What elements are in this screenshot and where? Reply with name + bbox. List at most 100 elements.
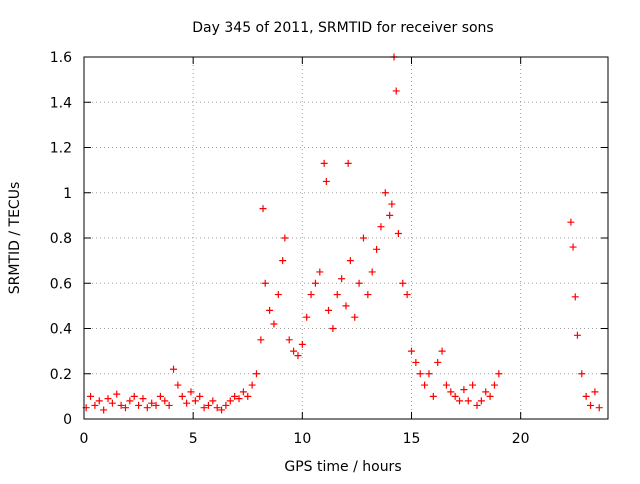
- data-point: [165, 401, 173, 409]
- data-point: [187, 388, 195, 396]
- data-point: [259, 205, 267, 213]
- data-point: [582, 392, 590, 400]
- data-point: [87, 392, 95, 400]
- data-point: [178, 392, 186, 400]
- data-point: [218, 406, 226, 414]
- data-point: [351, 313, 359, 321]
- data-point: [364, 291, 372, 299]
- data-point: [121, 404, 129, 412]
- data-point: [191, 397, 199, 405]
- data-point: [587, 401, 595, 409]
- data-point: [204, 401, 212, 409]
- data-point: [325, 306, 333, 314]
- y-axis-label: SRMTID / TECUs: [7, 182, 23, 295]
- data-point: [135, 401, 143, 409]
- data-point: [196, 392, 204, 400]
- y-tick-label: 1.6: [50, 50, 72, 66]
- data-point: [490, 381, 498, 389]
- data-point: [290, 347, 298, 355]
- data-point: [320, 159, 328, 167]
- data-point: [252, 370, 260, 378]
- grid-layer: [84, 57, 608, 419]
- data-point: [486, 392, 494, 400]
- y-tick-label: 0.4: [50, 322, 72, 338]
- x-tick-label: 10: [293, 431, 311, 447]
- data-point: [412, 358, 420, 366]
- data-point: [248, 381, 256, 389]
- data-point: [222, 401, 230, 409]
- chart-title: Day 345 of 2011, SRMTID for receiver son…: [192, 20, 493, 36]
- data-point: [344, 159, 352, 167]
- x-tick-labels: 0 5 10 15 20: [80, 431, 530, 447]
- data-point: [571, 293, 579, 301]
- data-point: [274, 291, 282, 299]
- data-point: [578, 370, 586, 378]
- data-point: [447, 388, 455, 396]
- y-tick-label: 1.4: [50, 95, 72, 111]
- data-point: [381, 189, 389, 197]
- data-point: [342, 302, 350, 310]
- y-tick-label: 0.8: [50, 231, 72, 247]
- data-point: [226, 397, 234, 405]
- data-point: [95, 397, 103, 405]
- data-point: [174, 381, 182, 389]
- data-point: [239, 388, 247, 396]
- data-point: [213, 404, 221, 412]
- data-point: [408, 347, 415, 355]
- data-point: [117, 401, 125, 409]
- x-tick-label: 5: [189, 431, 198, 447]
- data-point: [104, 395, 112, 403]
- data-point: [209, 397, 217, 405]
- data-point: [416, 370, 424, 378]
- data-point: [285, 336, 293, 344]
- data-point: [429, 392, 437, 400]
- data-point: [298, 340, 306, 348]
- data-point: [434, 358, 442, 366]
- data-point: [231, 392, 239, 400]
- data-point: [460, 386, 468, 394]
- data-point: [261, 279, 269, 287]
- data-point: [139, 395, 147, 403]
- data-point: [399, 279, 407, 287]
- data-point: [329, 325, 337, 332]
- plot-frame: [83, 56, 609, 420]
- data-point: [464, 397, 472, 405]
- data-point: [403, 291, 411, 299]
- y-tick-label: 1: [63, 186, 72, 202]
- data-point: [152, 401, 160, 409]
- data-point: [130, 392, 138, 400]
- data-point: [322, 177, 330, 185]
- data-point: [573, 331, 581, 339]
- data-point: [456, 397, 464, 405]
- data-point: [386, 211, 394, 219]
- y-tick-label: 0.2: [50, 367, 72, 383]
- data-point: [126, 397, 134, 405]
- data-point: [377, 223, 385, 231]
- data-point: [143, 404, 151, 412]
- data-point: [346, 257, 354, 265]
- data-point: [469, 381, 477, 389]
- data-point: [100, 406, 108, 414]
- data-point: [200, 404, 208, 412]
- data-point: [91, 401, 99, 409]
- data-point: [294, 352, 302, 360]
- data-point: [303, 313, 311, 321]
- x-axis-label: GPS time / hours: [284, 459, 401, 475]
- data-point: [368, 268, 376, 276]
- data-point: [425, 370, 433, 378]
- data-point: [438, 347, 446, 355]
- data-point: [567, 218, 575, 226]
- data-point: [359, 234, 367, 242]
- data-point: [281, 234, 289, 242]
- x-tick-label: 20: [512, 431, 530, 447]
- data-point: [591, 388, 599, 396]
- data-point: [338, 275, 346, 283]
- data-point: [183, 399, 191, 407]
- x-tick-label: 0: [80, 431, 89, 447]
- data-point: [311, 279, 319, 287]
- data-point: [148, 399, 156, 407]
- data-point: [477, 397, 485, 405]
- data-point: [421, 381, 429, 389]
